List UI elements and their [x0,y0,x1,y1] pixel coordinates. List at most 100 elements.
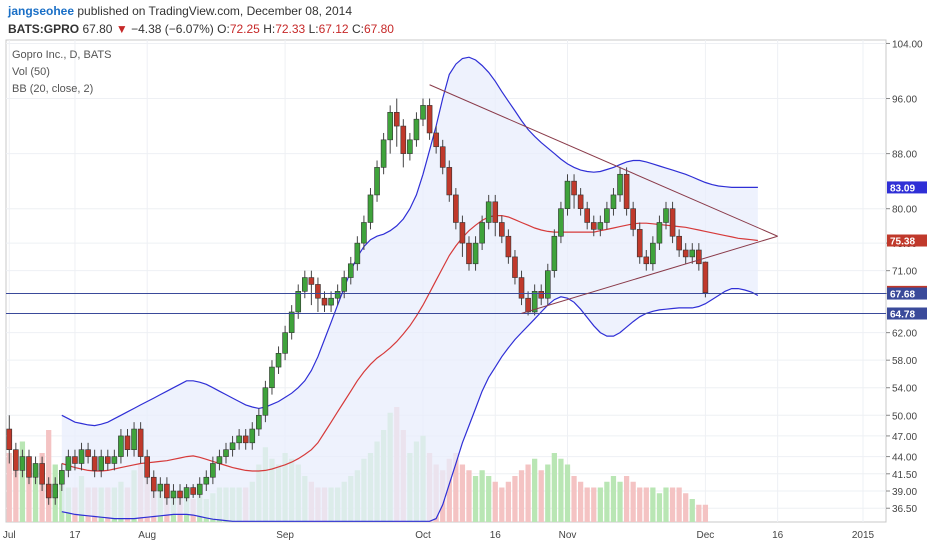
trend-lines [6,84,886,315]
volume-bar [532,458,538,522]
volume-bar [630,481,636,522]
published-text: published on TradingView.com, December 0… [77,4,352,18]
volume-bar [538,470,544,522]
y-tick-label: 44.00 [892,453,917,464]
volume-bar [512,476,518,522]
triangle-upper-line [429,84,778,237]
candle-body [479,222,485,244]
candle-body [177,490,183,499]
volume-bar [604,481,610,522]
candle-body [433,132,439,148]
candle-body [229,442,236,451]
volume-bar [46,430,52,522]
volume-bar [492,481,498,522]
candle-body [164,483,170,499]
open-label: O: [217,22,230,36]
change-value: −4.38 (−6.07%) [131,22,214,36]
volume-bar [696,504,702,522]
y-tick-label: 96.00 [892,95,917,106]
candle-body [446,167,453,196]
symbol-label: BATS:GPRO [8,22,80,36]
candle-body [321,297,328,306]
volume-bar [702,504,709,522]
candle-body [492,201,499,223]
candle-body [584,208,590,223]
candle-body [604,208,610,223]
volume-bar [26,476,32,522]
y-tick-label: 104.00 [892,39,923,50]
candle-body [577,194,584,210]
candle-body [472,242,479,265]
candle-body [466,242,472,265]
volume-bar [472,476,479,522]
candle-body [643,256,650,265]
candle-body [210,463,216,478]
candle-body [669,208,676,237]
volume-bar [499,487,505,522]
y-tick-label: 47.00 [892,432,917,443]
candle-body [190,487,196,495]
candle-body [196,483,203,495]
legend-series: Gopro Inc., D, BATS [12,49,111,61]
candle-body [242,435,249,444]
candle-body [426,105,433,134]
volume-bar [545,464,551,522]
candle-body [650,242,656,265]
candle-body [571,180,577,196]
candle-body [19,456,26,471]
candle-body [380,139,387,168]
candle-body [485,201,492,223]
candle-body [354,242,361,265]
volume-bar [486,476,492,522]
candle-body [65,456,72,471]
volume-bar [623,476,630,522]
candle-body [111,456,118,464]
price-label: 75.38 [890,237,915,248]
candle-body [512,256,518,278]
price-label-box [887,307,927,320]
volume-bar [19,441,26,522]
volume-bar [505,481,512,522]
volume-bar [591,487,597,522]
candle-body [525,297,531,313]
bb-upper-line [61,56,758,427]
candle-body [387,112,393,141]
bb-lower-line [61,288,759,522]
volume-bar [597,487,603,522]
candle-body [597,222,604,230]
x-tick-label: Aug [138,530,156,541]
volume-bar [459,464,466,522]
candle-body [564,180,571,210]
candle-body [282,332,288,354]
candle-body [328,297,334,306]
candle-body [630,208,636,230]
volume-bar [453,453,459,522]
plot-frame [5,39,887,523]
price-label: 67.68 [890,290,915,301]
candle-body [203,476,210,485]
candle-body [6,428,13,450]
candle-body [400,125,407,154]
candle-body [308,277,315,285]
x-tick-label: 17 [69,530,81,541]
price-label-box [887,234,927,247]
candle-body [45,483,52,499]
candle-body [610,194,617,210]
bollinger-bands [61,56,759,522]
down-arrow-icon: ▼ [115,22,128,36]
x-tick-label: Nov [559,530,577,541]
candle-body [636,229,643,258]
volume-bar [525,464,531,522]
volume-bar [466,470,472,522]
candles [6,98,709,505]
volume-bar [446,458,452,522]
y-tick-label: 39.00 [892,487,917,498]
volume-bar [689,499,695,522]
volume-bar [571,476,577,522]
candle-body [420,105,426,120]
candle-body [617,173,623,196]
author-link[interactable]: jangseohee [8,4,75,18]
price-label: 64.78 [890,310,915,321]
y-tick-label: 88.00 [892,150,917,161]
